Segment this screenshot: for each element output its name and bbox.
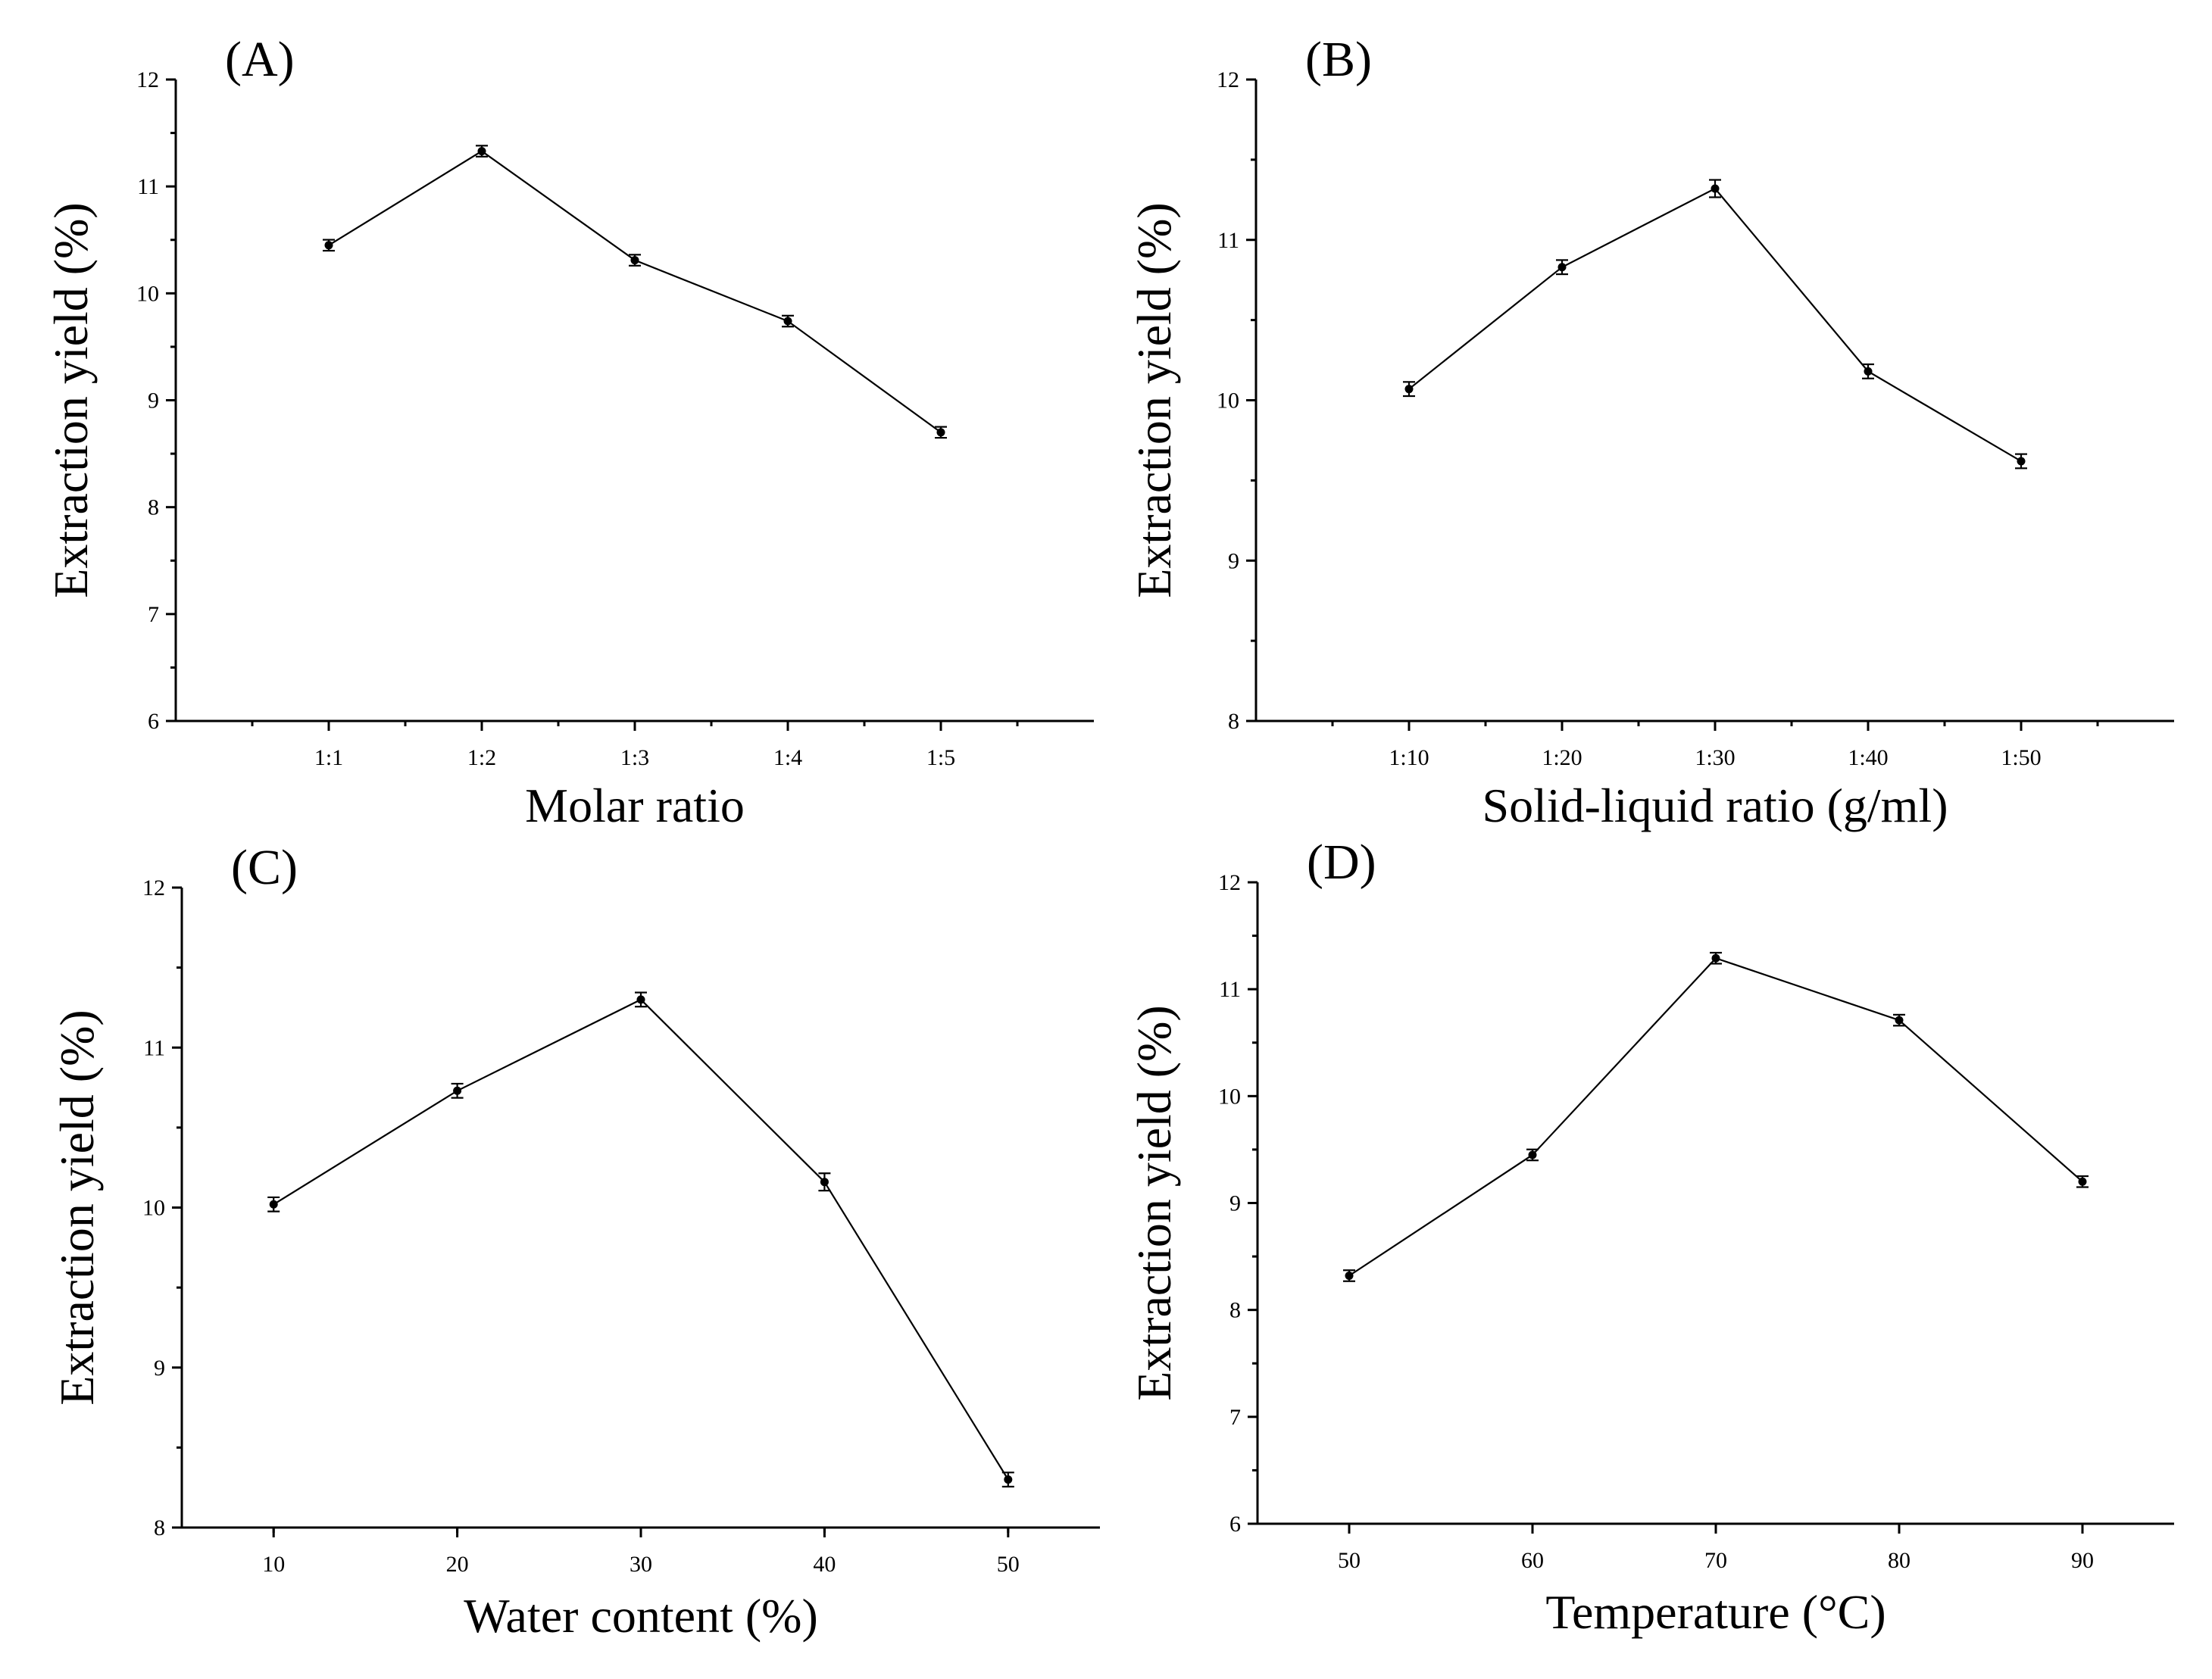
y-tick-label: 10 (142, 1196, 165, 1221)
data-point (324, 241, 333, 250)
y-tick-label: 7 (148, 602, 159, 627)
x-tick-label: 60 (1521, 1548, 1544, 1573)
data-point (1004, 1475, 1013, 1484)
y-tick-label: 8 (1229, 1298, 1241, 1323)
x-tick-label: 1:2 (467, 745, 496, 770)
panel-label: (C) (231, 840, 298, 895)
y-tick-label: 9 (1229, 1191, 1241, 1216)
x-tick-label: 1:40 (1848, 745, 1888, 770)
y-tick-label: 10 (136, 281, 159, 306)
data-point (1864, 367, 1873, 376)
y-tick-label: 9 (148, 389, 159, 414)
data-point (1895, 1016, 1904, 1025)
panel-b: 8 9 10 11 12 1:10 1:20 1:30 1:40 1:50 (B) Solid-liq… (1127, 32, 2174, 832)
data-point (269, 1200, 278, 1209)
x-tick-label: 10 (262, 1552, 285, 1577)
y-tick-label: 8 (1228, 709, 1239, 734)
series-line (328, 150, 942, 433)
data-point (453, 1086, 462, 1095)
series-line (273, 998, 1009, 1481)
y-tick-label: 6 (148, 709, 159, 734)
x-axis-title: Water content (%) (464, 1589, 818, 1643)
y-axis-title: Extraction yield (%) (44, 202, 98, 598)
y-tick-label: 8 (154, 1515, 165, 1540)
data-point (477, 147, 486, 156)
x-tick-label: 1:5 (926, 745, 955, 770)
panel-d: 6 7 8 9 10 11 12 50 60 70 80 90 (D) Temperature (°C) E… (1127, 835, 2174, 1639)
x-tick-label: 1:4 (773, 745, 802, 770)
y-tick-label: 9 (1228, 548, 1239, 573)
data-point (783, 317, 792, 326)
x-tick-label: 1:20 (1542, 745, 1582, 770)
x-axis-title: Temperature (°C) (1545, 1585, 1886, 1639)
data-point (2017, 457, 2026, 466)
x-axis-title: Molar ratio (525, 779, 745, 832)
x-tick-label: 50 (997, 1552, 1020, 1577)
y-tick-label: 9 (154, 1356, 165, 1381)
x-tick-label: 1:50 (2001, 745, 2041, 770)
x-tick-label: 50 (1338, 1548, 1361, 1573)
data-point (1528, 1150, 1537, 1159)
data-point (1711, 953, 1720, 963)
y-tick-label: 11 (1219, 977, 1241, 1002)
y-tick-label: 10 (1218, 1084, 1241, 1109)
y-axis-title: Extraction yield (%) (1127, 1005, 1181, 1400)
panel-label: (D) (1307, 835, 1376, 890)
data-point (2078, 1177, 2087, 1186)
data-point (1345, 1271, 1354, 1280)
y-axis-title: Extraction yield (%) (50, 1010, 104, 1405)
panel-a: 6 7 8 9 10 11 12 1:1 1:2 1:3 1:4 1:5 (A) Molar ratio E… (44, 32, 1094, 832)
y-tick-label: 11 (143, 1035, 165, 1060)
x-tick-label: 1:3 (620, 745, 649, 770)
data-point (630, 256, 639, 265)
panel-label: (B) (1305, 32, 1372, 87)
x-axis-title: Solid-liquid ratio (g/ml) (1482, 779, 1948, 832)
data-point (1557, 263, 1567, 272)
data-point (1404, 385, 1414, 394)
x-tick-label: 1:30 (1695, 745, 1735, 770)
panel-c: 8 9 10 11 12 10 20 30 40 50 (C) Water content (%) Ex… (50, 840, 1100, 1643)
y-tick-label: 12 (1218, 870, 1241, 895)
x-tick-label: 1:10 (1389, 745, 1429, 770)
x-tick-label: 1:1 (314, 745, 343, 770)
data-point (636, 995, 645, 1004)
y-tick-label: 11 (137, 174, 159, 199)
y-tick-label: 12 (136, 67, 159, 92)
y-tick-label: 12 (1217, 67, 1239, 92)
x-tick-label: 70 (1704, 1548, 1727, 1573)
series-line (1348, 957, 2083, 1277)
panel-label: (A) (225, 32, 295, 87)
x-tick-label: 90 (2071, 1548, 2094, 1573)
x-tick-label: 80 (1888, 1548, 1911, 1573)
y-tick-label: 10 (1217, 389, 1239, 414)
y-tick-label: 7 (1229, 1405, 1241, 1430)
y-tick-label: 12 (142, 875, 165, 900)
y-tick-label: 11 (1217, 228, 1239, 253)
y-tick-label: 6 (1229, 1512, 1241, 1537)
y-tick-label: 8 (148, 495, 159, 520)
series-line (1408, 187, 2022, 462)
x-tick-label: 20 (446, 1552, 469, 1577)
y-axis-title: Extraction yield (%) (1127, 202, 1181, 598)
x-tick-label: 40 (813, 1552, 836, 1577)
data-point (936, 428, 945, 437)
data-point (1711, 184, 1720, 193)
data-point (820, 1178, 829, 1187)
x-tick-label: 30 (630, 1552, 652, 1577)
